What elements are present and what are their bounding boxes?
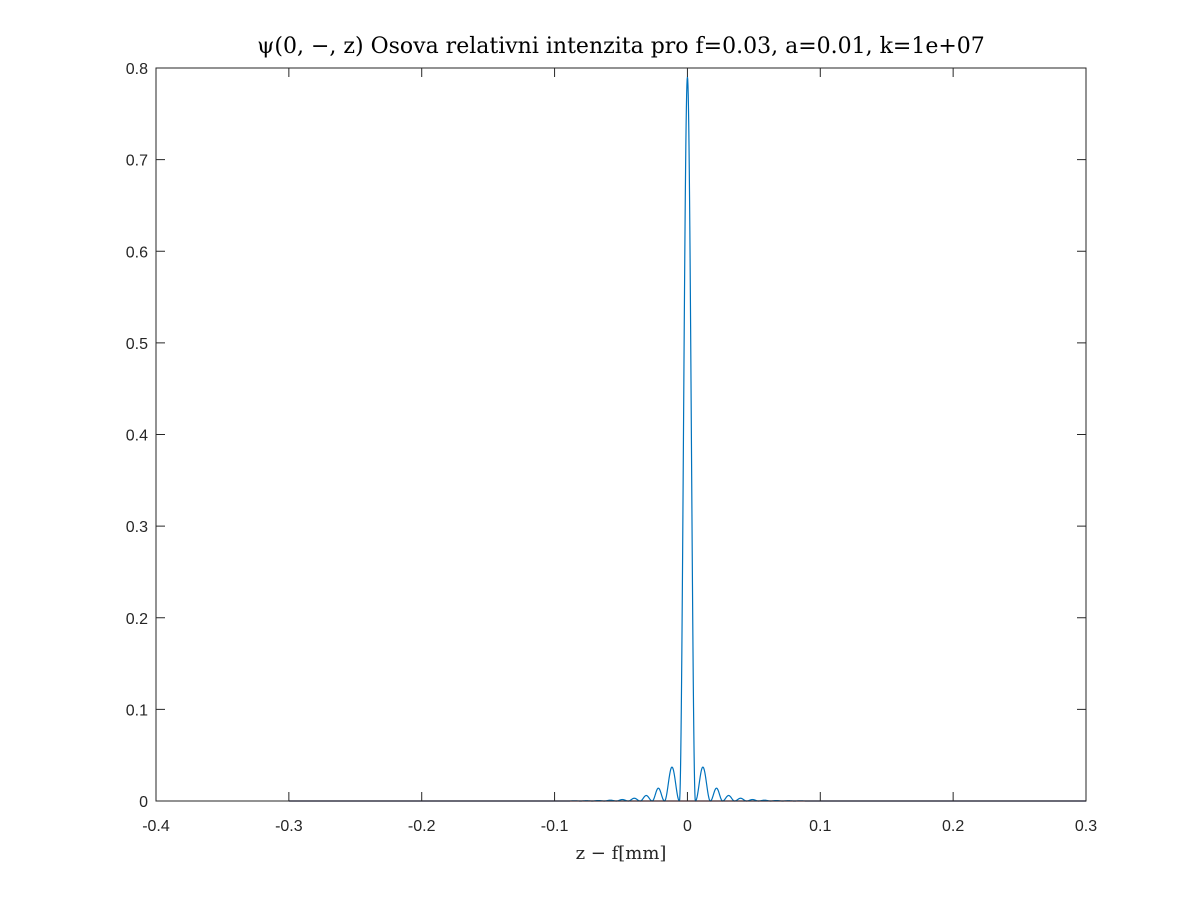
y-ticks: 0 0.1 0.2 0.3 0.4 0.5 0.6 0.7 0.8 bbox=[126, 61, 1086, 811]
y-tick-label: 0.8 bbox=[126, 61, 148, 78]
x-tick-label: 0.1 bbox=[809, 818, 831, 835]
x-tick-label: 0.2 bbox=[942, 818, 964, 835]
x-tick-label: -0.2 bbox=[408, 818, 436, 835]
x-tick-label: 0 bbox=[683, 818, 692, 835]
y-tick-label: 0.2 bbox=[126, 611, 148, 628]
y-tick-label: 0.1 bbox=[126, 702, 148, 719]
x-tick-label: 0.3 bbox=[1075, 818, 1097, 835]
y-tick-label: 0.6 bbox=[126, 244, 148, 261]
x-ticks: -0.4 -0.3 -0.2 -0.1 0 0.1 0.2 0.3 bbox=[142, 68, 1097, 835]
y-tick-label: 0.5 bbox=[126, 336, 148, 353]
x-tick-label: -0.4 bbox=[142, 818, 170, 835]
y-tick-label: 0.3 bbox=[126, 519, 148, 536]
chart-title: ψ(0, −, z) Osova relativni intenzita pro… bbox=[257, 34, 985, 59]
y-tick-label: 0 bbox=[139, 794, 148, 811]
y-tick-label: 0.4 bbox=[126, 428, 148, 445]
axes-background bbox=[156, 68, 1086, 801]
x-axis-label: z − f[mm] bbox=[576, 843, 667, 864]
y-tick-label: 0.7 bbox=[126, 153, 148, 170]
x-tick-label: -0.3 bbox=[275, 818, 303, 835]
x-tick-label: -0.1 bbox=[541, 818, 569, 835]
